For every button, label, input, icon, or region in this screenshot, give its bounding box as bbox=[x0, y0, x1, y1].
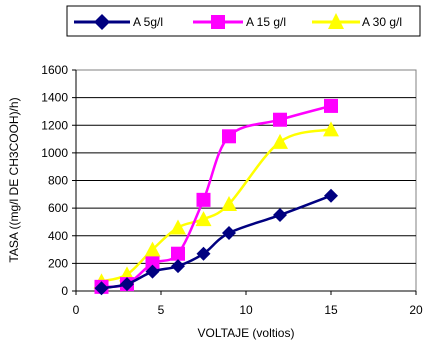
x-tick-label: 5 bbox=[158, 303, 165, 317]
series-diamond bbox=[94, 188, 338, 296]
data-point-square bbox=[171, 246, 185, 261]
data-point-diamond bbox=[145, 264, 160, 279]
legend: A 5g/l A 15 g/l A 30 g/l bbox=[66, 5, 421, 37]
x-tick-labels: 0 5 10 15 20 bbox=[73, 303, 423, 317]
data-point-triangle bbox=[323, 121, 339, 137]
y-tick-label: 1400 bbox=[41, 91, 68, 105]
y-tick-label: 400 bbox=[48, 229, 68, 243]
data-point-square bbox=[324, 98, 338, 113]
data-point-triangle bbox=[170, 219, 186, 235]
x-axis-title: VOLTAJE (voltios) bbox=[198, 326, 295, 340]
legend-item-a-30: A 30 g/l bbox=[312, 13, 402, 29]
x-tick-label: 0 bbox=[73, 303, 80, 317]
y-tick-label: 1000 bbox=[41, 146, 68, 160]
legend-item-a-15: A 15 g/l bbox=[193, 15, 286, 29]
legend-square-marker bbox=[211, 15, 225, 29]
data-point-triangle bbox=[221, 195, 237, 211]
y-tick-label: 1600 bbox=[41, 63, 68, 77]
x-tick-label: 10 bbox=[239, 303, 253, 317]
y-tick-label: 200 bbox=[48, 256, 68, 270]
x-tick-label: 15 bbox=[324, 303, 338, 317]
y-tick-label: 1200 bbox=[41, 118, 68, 132]
y-tick-label: 0 bbox=[61, 284, 68, 298]
legend-label-a-30: A 30 g/l bbox=[362, 15, 402, 29]
data-point-square bbox=[273, 112, 287, 127]
data-point-diamond bbox=[273, 208, 287, 223]
legend-label-a-15: A 15 g/l bbox=[246, 15, 286, 29]
legend-item-a-5: A 5g/l bbox=[74, 14, 163, 30]
data-point-diamond bbox=[120, 277, 134, 292]
y-tick-label: 800 bbox=[48, 174, 68, 188]
y-tick-labels: 0 200 400 600 800 1000 1200 1400 1600 bbox=[41, 63, 68, 298]
series-layer bbox=[93, 98, 339, 296]
x-tick-label: 20 bbox=[409, 303, 423, 317]
data-point-diamond bbox=[222, 225, 236, 240]
legend-label-a-5: A 5g/l bbox=[133, 15, 163, 29]
data-point-triangle bbox=[272, 133, 288, 149]
data-point-diamond bbox=[94, 281, 109, 296]
y-axis-title: TASA ((mg/l DE CH3COOH)/h) bbox=[7, 97, 21, 262]
y-tick-label: 600 bbox=[48, 201, 68, 215]
data-point-triangle bbox=[144, 241, 161, 257]
data-point-diamond bbox=[324, 188, 338, 203]
data-point-diamond bbox=[171, 259, 185, 274]
data-point-triangle bbox=[195, 211, 212, 227]
data-point-diamond bbox=[196, 246, 211, 261]
legend-triangle-marker bbox=[328, 13, 344, 29]
legend-diamond-marker bbox=[94, 14, 110, 30]
data-point-square bbox=[222, 129, 236, 144]
data-point-square bbox=[145, 256, 160, 271]
data-point-square bbox=[196, 192, 211, 207]
